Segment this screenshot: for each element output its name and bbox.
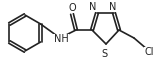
Text: N: N	[89, 2, 97, 12]
Text: S: S	[101, 49, 107, 59]
Text: Cl: Cl	[144, 47, 154, 57]
Text: N: N	[109, 2, 117, 12]
Text: O: O	[68, 3, 76, 13]
Text: NH: NH	[54, 34, 68, 44]
